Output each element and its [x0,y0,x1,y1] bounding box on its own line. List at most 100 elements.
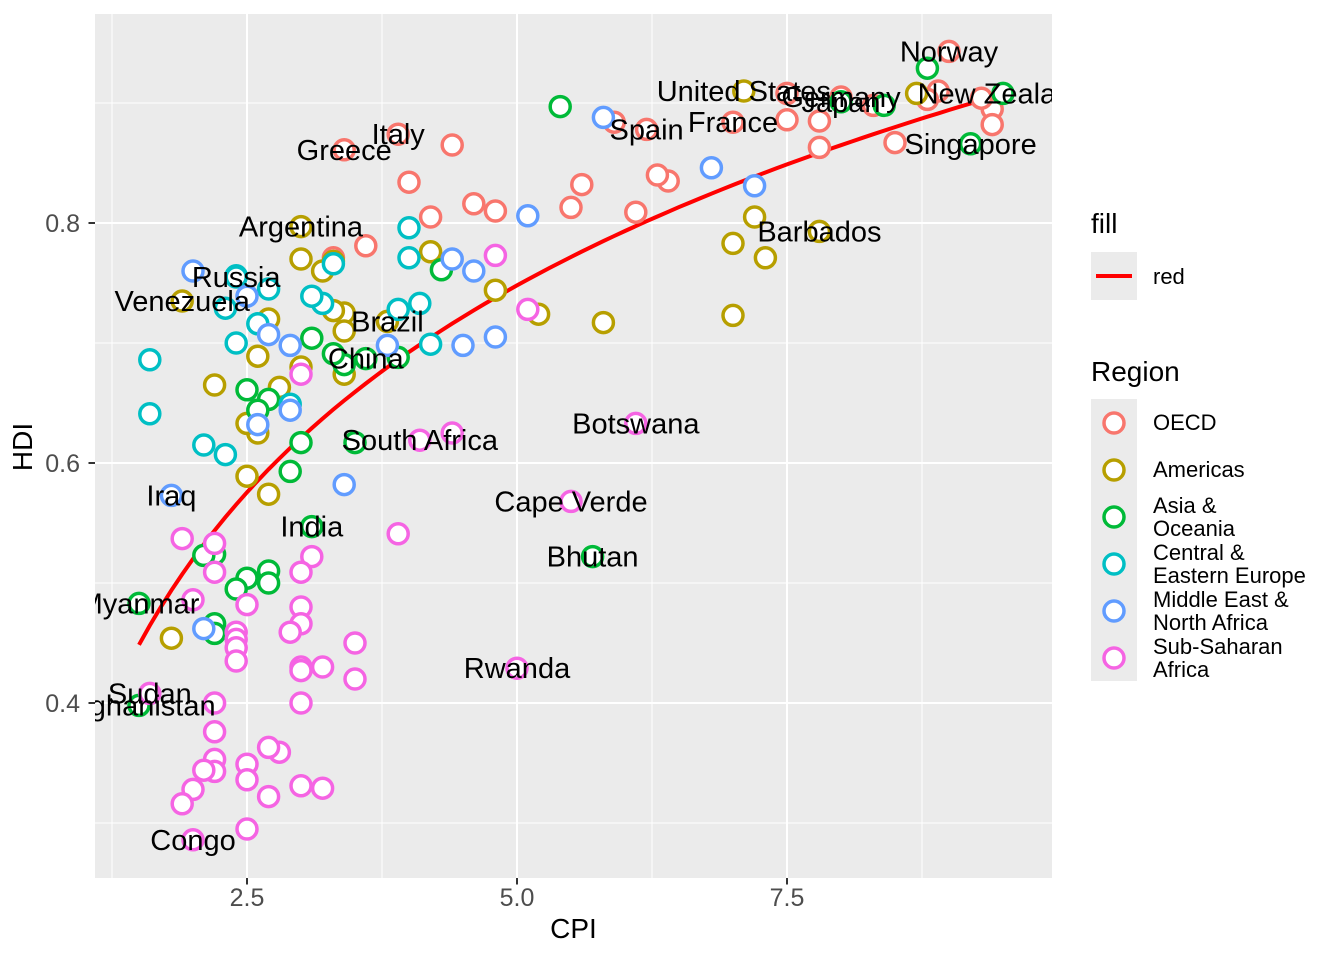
point-mauritius [516,297,540,322]
point-saudi-arabia [440,247,464,271]
point-venezuela [170,289,194,313]
point-sierra-leone [235,768,259,792]
country-label-congo: Congo [150,825,235,857]
country-label-venezuela: Venezuela [114,286,250,318]
point-yemen [192,616,216,641]
point-poland [559,195,583,220]
point-south-africa [408,428,432,452]
point-britain [807,135,832,160]
point-uruguay [721,231,745,256]
point-kyrgyzstan [192,433,216,457]
point-slovakia [397,170,421,194]
legend-key-box [1091,634,1137,681]
legend-key-circle-icon [1102,504,1126,529]
point-vanuatu [343,430,367,455]
point-china [354,346,378,371]
point-iran [256,322,281,347]
point-cuba [418,240,443,264]
panel-background [95,14,1052,878]
point-togo [224,649,248,673]
x-tick-label: 2.5 [230,884,265,912]
point-serbia [321,252,346,276]
point-norway [937,39,961,64]
point-namibia [440,421,464,445]
point-ethiopia [256,735,281,760]
legend-key-circle-icon [1102,598,1126,623]
point-macedonia [386,297,410,322]
legend-entry-label: Asia & Oceania [1153,492,1235,541]
point-malta [570,172,594,197]
data-points [127,39,1015,852]
legend-key-circle-icon [1102,457,1126,482]
point-argentina [289,214,313,239]
trend-line-group [137,91,1004,646]
point-libya [181,259,205,283]
point-guatemala [256,482,281,506]
point-liberia [310,776,335,800]
point-kazakhstan [256,277,281,301]
legend-key-box [1091,446,1137,493]
legend-entry-middle-east-north-africa: Middle East & North Africa [1091,587,1344,634]
point-georgia [408,291,432,316]
country-label-barbados: Barbados [757,216,881,248]
point-lesotho [343,631,367,655]
point-ukraine [213,296,238,320]
point-saint-vincent-the-grenadines [591,310,616,335]
region-legend-title: Region [1091,356,1180,387]
x-axis-title: CPI [550,913,597,944]
point-gabon [289,362,313,386]
legend-entry-label: Sub-Saharan Africa [1153,633,1283,682]
legend: fill red Region OECD Americas Asia & Ocean… [1091,209,1344,681]
point-tunisia [375,333,400,358]
legend-key-circle-icon [1102,645,1126,670]
country-label-sudan: Sudan [108,678,192,710]
point-cameroon [235,592,259,617]
legend-key-circle-icon [1102,410,1126,435]
point-kenya [202,560,227,584]
point-finland [980,112,1004,137]
country-label-new-zealand: New Zealand [918,78,1089,110]
point-azerbaijan [224,331,248,355]
point-zimbabwe [202,720,227,744]
point-congo-republic [202,531,227,556]
point-benin [289,658,313,683]
country-label-germany: Germany [781,82,901,114]
point-tonga [300,326,324,350]
point-turkey [418,332,443,356]
point-gambia [343,667,367,691]
legend-entry-sub-saharan-africa: Sub-Saharan Africa [1091,634,1344,681]
point-saint-lucia [721,303,745,328]
point-cape-verde [559,489,583,514]
point-singapore [958,132,983,156]
legend-key-box [1091,399,1137,446]
point-czech-republic [440,133,464,157]
country-label-singapore: Singapore [904,129,1036,161]
country-label-rwanda: Rwanda [464,653,571,685]
point-nicaragua [235,464,259,488]
country-label-china: China [328,344,405,376]
point-congo [181,828,205,852]
legend-entry-label: Central & Eastern Europe [1153,539,1306,588]
point-swaziland [300,544,324,569]
point-montenegro [397,246,421,270]
point-sri-lanka [321,342,346,366]
point-timor-leste [224,577,248,601]
point-ghana [386,522,410,546]
country-label-united-states: United States [657,76,831,108]
point-spain [634,117,659,142]
trend-line [137,91,1004,646]
point-guinea [192,758,216,782]
legend-key-line-icon [1096,274,1132,278]
y-tick-label: 0.8 [45,210,80,238]
point-lebanon [235,284,259,308]
axis-ticks: 2.5 5.0 7.5 0.4 0.6 0.8 [45,210,804,912]
point-croatia [397,216,421,240]
point-uzbekistan [138,402,162,426]
point-russia [224,265,248,289]
point-chile [742,205,767,229]
legend-key-box [1091,540,1137,587]
point-botswana [624,411,648,436]
point-france [721,110,745,134]
point-hong-kong [872,93,896,118]
